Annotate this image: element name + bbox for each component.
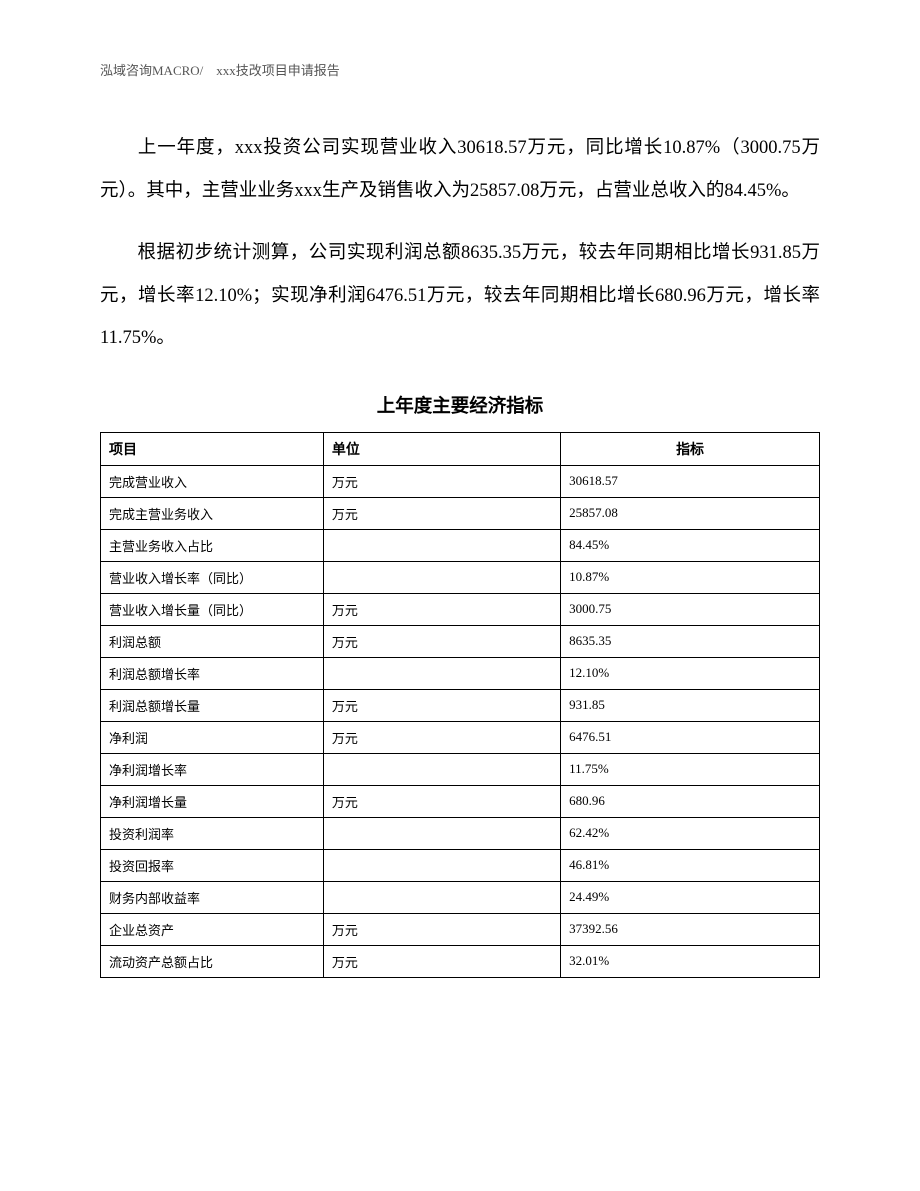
cell-item: 营业收入增长率（同比） [101, 561, 324, 593]
cell-item: 营业收入增长量（同比） [101, 593, 324, 625]
column-header-item: 项目 [101, 432, 324, 465]
cell-item: 财务内部收益率 [101, 881, 324, 913]
table-row: 企业总资产万元37392.56 [101, 913, 820, 945]
cell-unit: 万元 [323, 913, 560, 945]
cell-unit: 万元 [323, 689, 560, 721]
table-row: 利润总额万元8635.35 [101, 625, 820, 657]
table-row: 流动资产总额占比万元32.01% [101, 945, 820, 977]
cell-unit [323, 561, 560, 593]
cell-item: 净利润增长率 [101, 753, 324, 785]
cell-unit: 万元 [323, 721, 560, 753]
paragraph-2-text: 根据初步统计测算，公司实现利润总额8635.35万元，较去年同期相比增长931.… [100, 243, 820, 348]
cell-value: 32.01% [561, 945, 820, 977]
table-row: 投资回报率 46.81% [101, 849, 820, 881]
cell-unit: 万元 [323, 625, 560, 657]
cell-item: 完成主营业务收入 [101, 497, 324, 529]
cell-value: 3000.75 [561, 593, 820, 625]
cell-value: 6476.51 [561, 721, 820, 753]
table-row: 投资利润率 62.42% [101, 817, 820, 849]
page-header: 泓域咨询MACRO/ xxx技改项目申请报告 [100, 60, 820, 79]
cell-item: 主营业务收入占比 [101, 529, 324, 561]
cell-unit: 万元 [323, 593, 560, 625]
table-row: 主营业务收入占比 84.45% [101, 529, 820, 561]
table-title: 上年度主要经济指标 [100, 392, 820, 418]
cell-item: 利润总额增长率 [101, 657, 324, 689]
table-row: 财务内部收益率 24.49% [101, 881, 820, 913]
cell-value: 12.10% [561, 657, 820, 689]
cell-value: 37392.56 [561, 913, 820, 945]
cell-value: 62.42% [561, 817, 820, 849]
column-header-value: 指标 [561, 432, 820, 465]
table-header-row: 项目 单位 指标 [101, 432, 820, 465]
cell-unit [323, 529, 560, 561]
cell-value: 46.81% [561, 849, 820, 881]
cell-unit [323, 753, 560, 785]
cell-value: 931.85 [561, 689, 820, 721]
cell-item: 企业总资产 [101, 913, 324, 945]
cell-value: 30618.57 [561, 465, 820, 497]
cell-item: 净利润增长量 [101, 785, 324, 817]
cell-value: 8635.35 [561, 625, 820, 657]
paragraph-2: 根据初步统计测算，公司实现利润总额8635.35万元，较去年同期相比增长931.… [100, 232, 820, 360]
cell-value: 10.87% [561, 561, 820, 593]
cell-unit: 万元 [323, 785, 560, 817]
table-body: 完成营业收入万元30618.57 完成主营业务收入万元25857.08 主营业务… [101, 465, 820, 977]
cell-item: 净利润 [101, 721, 324, 753]
cell-unit [323, 849, 560, 881]
table-row: 完成营业收入万元30618.57 [101, 465, 820, 497]
cell-item: 投资利润率 [101, 817, 324, 849]
economic-indicators-table: 项目 单位 指标 完成营业收入万元30618.57 完成主营业务收入万元2585… [100, 432, 820, 978]
cell-unit [323, 881, 560, 913]
cell-value: 11.75% [561, 753, 820, 785]
cell-item: 完成营业收入 [101, 465, 324, 497]
table-row: 完成主营业务收入万元25857.08 [101, 497, 820, 529]
cell-unit: 万元 [323, 465, 560, 497]
cell-value: 84.45% [561, 529, 820, 561]
cell-item: 投资回报率 [101, 849, 324, 881]
column-header-unit: 单位 [323, 432, 560, 465]
cell-unit [323, 657, 560, 689]
cell-value: 25857.08 [561, 497, 820, 529]
cell-value: 680.96 [561, 785, 820, 817]
table-row: 利润总额增长量万元931.85 [101, 689, 820, 721]
table-row: 营业收入增长率（同比） 10.87% [101, 561, 820, 593]
table-row: 净利润增长率 11.75% [101, 753, 820, 785]
cell-item: 流动资产总额占比 [101, 945, 324, 977]
table-row: 利润总额增长率 12.10% [101, 657, 820, 689]
cell-unit: 万元 [323, 497, 560, 529]
cell-item: 利润总额增长量 [101, 689, 324, 721]
cell-item: 利润总额 [101, 625, 324, 657]
paragraph-1: 上一年度，xxx投资公司实现营业收入30618.57万元，同比增长10.87%（… [100, 127, 820, 212]
cell-unit [323, 817, 560, 849]
page-container: 泓域咨询MACRO/ xxx技改项目申请报告 上一年度，xxx投资公司实现营业收… [0, 0, 920, 1038]
table-row: 净利润万元6476.51 [101, 721, 820, 753]
table-row: 营业收入增长量（同比）万元3000.75 [101, 593, 820, 625]
cell-value: 24.49% [561, 881, 820, 913]
cell-unit: 万元 [323, 945, 560, 977]
paragraph-1-text: 上一年度，xxx投资公司实现营业收入30618.57万元，同比增长10.87%（… [100, 138, 820, 201]
table-row: 净利润增长量万元680.96 [101, 785, 820, 817]
